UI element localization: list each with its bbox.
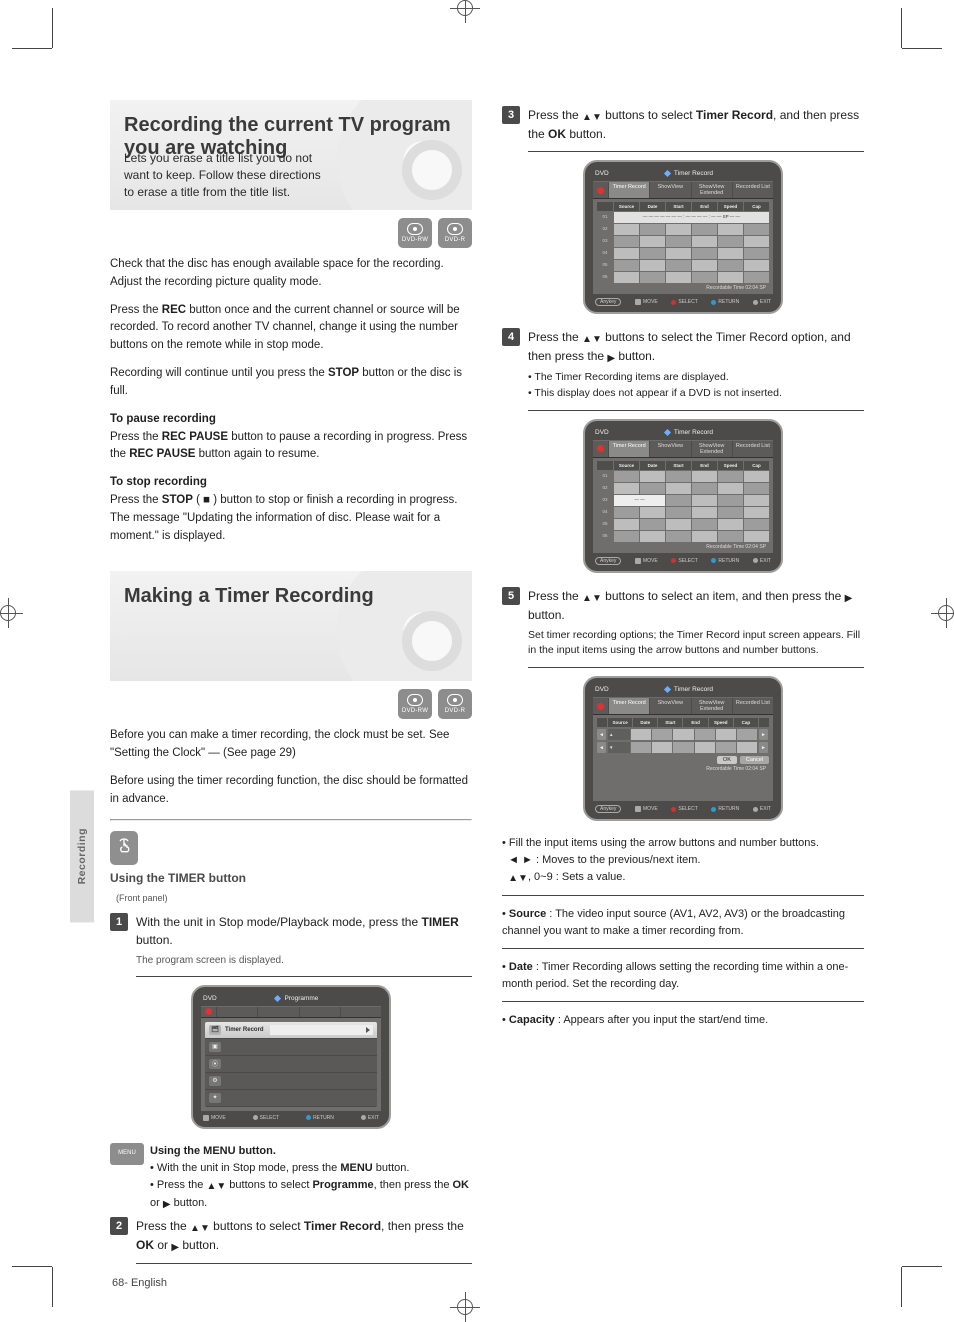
divider — [110, 819, 472, 821]
step-1: 1 With the unit in Stop mode/Playback mo… — [110, 913, 472, 977]
timer-grid: Source Date Start End Speed Cap 01 — — —… — [597, 202, 769, 283]
step-3: 3 Press the buttons to select Timer Reco… — [502, 106, 864, 152]
step-number: 1 — [110, 913, 128, 931]
banner-2-title: Making a Timer Recording — [124, 585, 374, 608]
badge-dvd-r: DVD-R — [438, 218, 472, 248]
ok-button[interactable]: OK — [717, 756, 737, 764]
option-bullets: • Fill the input items using the arrow b… — [502, 835, 864, 1029]
registration-mark — [0, 605, 16, 621]
menu-item[interactable]: ▣ — [205, 1039, 377, 1056]
crop-mark — [901, 8, 902, 48]
screen-programme: DVD Programme 🗂 Timer Record — [191, 985, 391, 1129]
section-2-intro: Before you can make a timer recording, t… — [110, 727, 472, 808]
step-2: 2 Press the buttons to select Timer Reco… — [110, 1217, 472, 1264]
banner-1-subtitle: Lets you erase a title list you do not w… — [124, 150, 332, 200]
menu-button-note: MENU Using the MENU button. • With the u… — [110, 1143, 472, 1213]
menu-item[interactable]: ⚙ — [205, 1073, 377, 1090]
step-number: 4 — [502, 328, 520, 346]
front-panel-caption: (Front panel) — [116, 893, 472, 903]
screen-timer-record-list-2: DVD Timer Record Timer Record ShowView S… — [583, 419, 783, 573]
using-timer-button-label: Using the TIMER button — [110, 871, 472, 885]
section-banner-1: Recording the current TV program you are… — [110, 100, 472, 210]
step-number: 5 — [502, 587, 520, 605]
menu-item-timer-record[interactable]: 🗂 Timer Record — [205, 1022, 377, 1039]
badge-dvd-rw: DVD-RW — [398, 218, 432, 248]
crop-mark — [12, 48, 52, 49]
page-number: 68- English — [112, 1277, 167, 1289]
step-5: 5 Press the buttons to select an item, a… — [502, 587, 864, 669]
cancel-button[interactable]: Cancel — [740, 756, 769, 764]
crop-mark — [901, 1267, 902, 1307]
crop-mark — [902, 48, 942, 49]
section-banner-2: Making a Timer Recording — [110, 571, 472, 681]
screen-timer-record-list-1: DVD Timer Record Timer Record ShowView S… — [583, 160, 783, 314]
crop-mark — [52, 1267, 53, 1307]
registration-mark — [457, 1299, 473, 1315]
menu-button-icon: MENU — [110, 1143, 144, 1165]
badge-dvd-rw: DVD-RW — [398, 689, 432, 719]
crop-mark — [902, 1266, 942, 1267]
step-number: 2 — [110, 1217, 128, 1235]
menu-item[interactable]: ⦿ — [205, 1056, 377, 1073]
step-number: 3 — [502, 106, 520, 124]
section-1-body: Check that the disc has enough available… — [110, 256, 472, 545]
menu-item[interactable]: ✦ — [205, 1090, 377, 1107]
side-section-label: Recording — [70, 790, 94, 922]
programme-menu: 🗂 Timer Record ▣ ⦿ ⚙ ✦ — [205, 1022, 377, 1107]
step-4: 4 Press the buttons to select the Timer … — [502, 328, 864, 411]
registration-mark — [457, 0, 473, 16]
list-icon: 🗂 — [209, 1025, 221, 1035]
badge-dvd-r: DVD-R — [438, 689, 472, 719]
registration-mark — [938, 605, 954, 621]
touch-icon — [110, 831, 138, 865]
screen-timer-record-edit: DVD Timer Record Timer Record ShowView S… — [583, 676, 783, 821]
crop-mark — [52, 8, 53, 48]
crop-mark — [12, 1266, 52, 1267]
